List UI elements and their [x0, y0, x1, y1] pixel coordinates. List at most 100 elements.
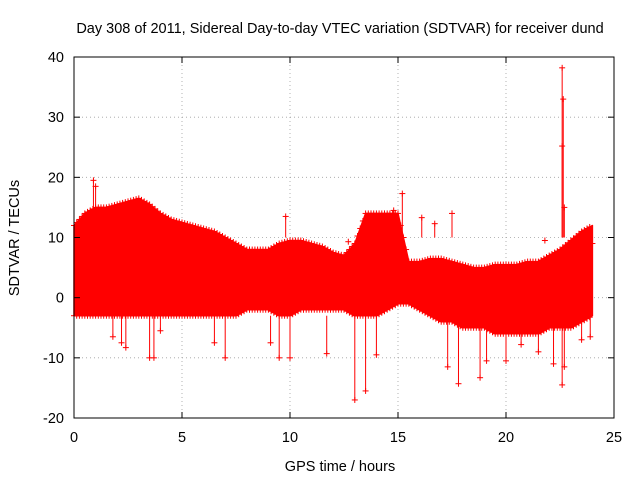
sdtvar-edge-point	[133, 196, 140, 203]
sdtvar-point	[90, 177, 97, 184]
sdtvar-edge-point	[197, 224, 204, 231]
sdtvar-edge-point	[343, 249, 350, 256]
sdtvar-point	[362, 387, 369, 394]
sdtvar-edge-point	[332, 250, 339, 257]
sdtvar-edge-point	[103, 204, 110, 211]
y-axis-label: SDTVAR / TECUs	[7, 180, 23, 296]
sdtvar-edge-point	[440, 256, 447, 263]
sdtvar-edge-point	[181, 220, 188, 227]
sdtvar-edge-point	[484, 263, 491, 270]
sdtvar-edge-point	[130, 196, 137, 203]
sdtvar-edge-point	[314, 242, 320, 249]
sdtvar-edge-point	[195, 223, 202, 230]
sdtvar-point	[345, 238, 352, 245]
sdtvar-edge-point	[346, 246, 353, 253]
sdtvar-point	[561, 204, 568, 211]
sdtvar-edge-point	[116, 200, 123, 207]
sdtvar-point	[390, 207, 397, 214]
sdtvar-point	[518, 341, 525, 348]
sdtvar-edge-point	[187, 221, 194, 228]
sdtvar-edge-point	[127, 197, 134, 204]
x-tick-label: 5	[178, 430, 186, 446]
sdtvar-edge-point	[359, 217, 366, 224]
sdtvar-edge-point	[403, 246, 410, 253]
sdtvar-point	[282, 213, 289, 220]
sdtvar-edge-point	[424, 256, 431, 263]
sdtvar-edge-point	[451, 259, 458, 266]
y-tick-label: 30	[48, 110, 64, 126]
sdtvar-edge-point	[111, 202, 118, 209]
sdtvar-edge-point	[335, 251, 342, 258]
sdtvar-edge-point	[108, 202, 115, 209]
sdtvar-point	[118, 339, 125, 346]
sdtvar-edge-point	[481, 264, 488, 271]
sdtvar-edge-point	[400, 234, 407, 241]
sdtvar-edge-point	[276, 240, 283, 247]
sdtvar-point	[351, 396, 358, 403]
sdtvar-edge-point	[316, 242, 323, 249]
x-tick-label: 15	[390, 430, 406, 446]
sdtvar-point	[455, 380, 462, 387]
sdtvar-point	[267, 339, 274, 346]
y-tick-label: -10	[43, 351, 64, 367]
sdtvar-edge-point	[438, 255, 445, 262]
sdtvar-edge-point	[513, 261, 520, 268]
sdtvar-edge-point	[586, 223, 593, 230]
sdtvar-edge-point	[457, 260, 464, 267]
y-tick-label: -20	[43, 411, 64, 427]
sdtvar-edge-point	[354, 232, 361, 239]
sdtvar-edge-point	[519, 260, 526, 267]
sdtvar-edge-point	[305, 239, 312, 246]
x-tick-label: 10	[282, 430, 298, 446]
sdtvar-edge-point	[486, 263, 493, 270]
sdtvar-edge-point	[489, 262, 496, 269]
sdtvar-point	[541, 237, 548, 244]
sdtvar-point	[587, 333, 594, 340]
sdtvar-point	[418, 214, 425, 221]
sdtvar-edge-point	[521, 259, 528, 266]
sdtvar-edge-point	[281, 239, 288, 246]
sdtvar-edge-point	[395, 210, 401, 217]
sdtvar-edge-point	[297, 237, 304, 244]
sdtvar-edge-point	[189, 222, 196, 229]
sdtvar-point	[550, 360, 557, 367]
sdtvar-point	[589, 240, 596, 247]
sdtvar-point	[222, 354, 229, 361]
sdtvar-edge-point	[192, 223, 199, 230]
sdtvar-edge-point	[416, 258, 423, 265]
y-tick-label: 0	[56, 291, 64, 307]
sdtvar-edge-point	[170, 217, 177, 224]
sdtvar-point	[150, 354, 157, 361]
sdtvar-point	[109, 333, 116, 340]
sdtvar-edge-point	[341, 252, 347, 259]
sdtvar-point	[211, 339, 218, 346]
sdtvar-point	[559, 64, 566, 71]
sdtvar-edge-point	[206, 226, 212, 233]
sdtvar-point	[483, 357, 490, 364]
sdtvar-edge-point	[338, 251, 345, 258]
sdtvar-point	[323, 350, 330, 357]
sdtvar-edge-point	[179, 219, 185, 226]
sdtvar-point	[276, 354, 283, 361]
sdtvar-edge-point	[311, 241, 318, 248]
sdtvar-edge-point	[349, 243, 356, 250]
y-tick-label: 20	[48, 170, 64, 186]
sdtvar-edge-point	[443, 257, 450, 264]
chart-title: Day 308 of 2011, Sidereal Day-to-day VTE…	[76, 21, 603, 37]
sdtvar-point	[578, 336, 585, 343]
sdtvar-point	[535, 348, 542, 355]
sdtvar-edge-point	[114, 201, 121, 208]
sdtvar-point	[449, 210, 455, 217]
sdtvar-edge-point	[73, 219, 80, 226]
sdtvar-edge-point	[454, 260, 461, 267]
sdtvar-edge-point	[79, 213, 86, 220]
sdtvar-point	[157, 327, 164, 334]
sdtvar-point	[431, 220, 438, 227]
sdtvar-edge-point	[176, 218, 183, 225]
sdtvar-edge-point	[465, 263, 472, 270]
sdtvar-edge-point	[586, 314, 593, 321]
sdtvar-edge-point	[459, 261, 466, 268]
sdtvar-edge-point	[203, 226, 210, 233]
x-tick-label: 25	[606, 430, 622, 446]
